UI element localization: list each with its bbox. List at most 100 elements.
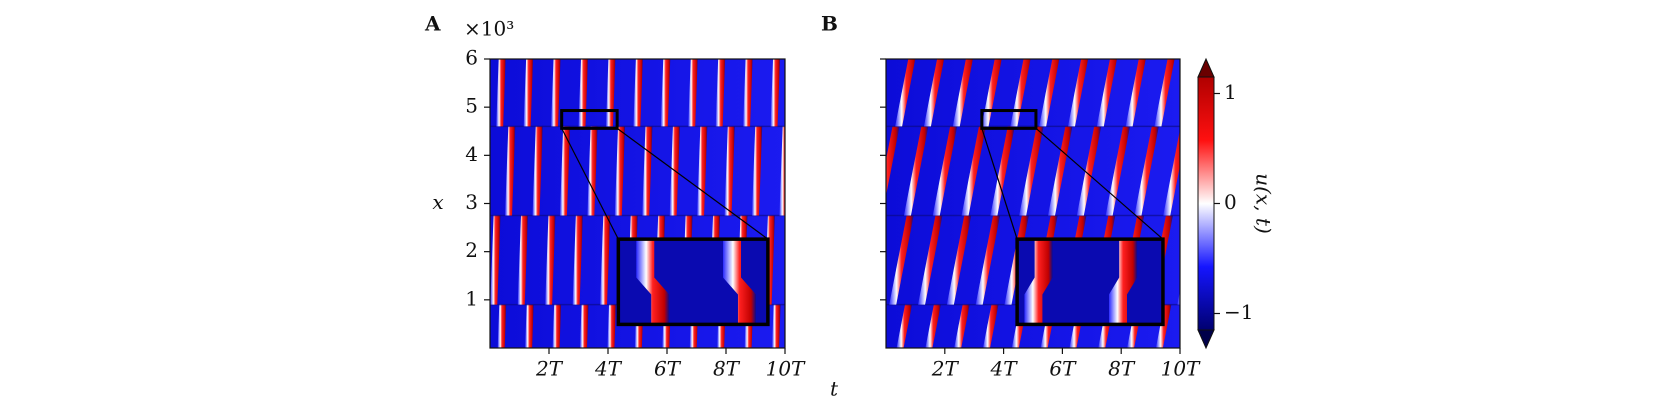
zoom-box [980, 109, 1038, 130]
y-tick-label: 1 [465, 286, 478, 310]
y-tick-label: 5 [465, 94, 478, 118]
stripe [886, 126, 900, 196]
stripe [751, 126, 763, 216]
stripe [846, 126, 870, 215]
stripe [552, 304, 562, 348]
stripe [946, 215, 972, 305]
stripe [505, 126, 516, 216]
colorbar-label: u(x, t) [1252, 173, 1276, 234]
colorbar-extend [1197, 57, 1215, 78]
stripe [792, 216, 802, 305]
stripe [743, 59, 753, 127]
stripe [1155, 304, 1172, 348]
heatmap [435, 49, 817, 349]
x-tick-label: 6T [1049, 357, 1077, 381]
colorbar-tick-label: 1 [1224, 80, 1237, 104]
stripe [470, 305, 479, 348]
stripe [607, 304, 617, 348]
stripe [523, 59, 534, 127]
stripe [600, 215, 611, 305]
stripe [1125, 59, 1146, 127]
stripe [1154, 59, 1175, 127]
stripe [923, 59, 945, 127]
stripe [952, 59, 973, 127]
zoom-line [1035, 127, 1164, 240]
stripe [450, 126, 460, 215]
stripe [983, 304, 999, 348]
stripe [975, 215, 1001, 305]
x-tick-label: 8T [713, 357, 741, 381]
stripe [517, 215, 529, 305]
stripe [559, 126, 571, 216]
colorbar [1197, 76, 1215, 331]
x-axis-label: t [830, 377, 839, 401]
x-tick-label: 2T [931, 357, 960, 381]
stripe [614, 126, 626, 216]
stripe [770, 59, 781, 127]
stripe [961, 126, 986, 216]
x-tick-label: 6T [654, 357, 682, 381]
stripe [545, 215, 556, 305]
stripe [478, 126, 488, 215]
stripe [497, 304, 507, 348]
stripe [715, 59, 726, 127]
x-tick-label: 10T [1161, 357, 1201, 381]
x-tick-label: 4T [594, 357, 623, 381]
stripe [1096, 59, 1117, 127]
stripe [1019, 126, 1044, 216]
stripe [1105, 126, 1131, 216]
stripe [441, 49, 451, 126]
stripe [490, 215, 501, 305]
y-tick-label: 2 [465, 238, 478, 262]
colorbar-tick-label: 0 [1224, 190, 1237, 214]
stripe [799, 305, 808, 348]
x-tick-label: 2T [535, 357, 564, 381]
stripe [798, 49, 808, 126]
stripe [954, 304, 970, 348]
zoom-line [981, 128, 1018, 240]
inset-stripe [1024, 239, 1053, 325]
stripe [903, 126, 929, 216]
stripe [868, 305, 883, 348]
inset-stripe [1108, 239, 1138, 325]
stripe [896, 304, 913, 348]
inset-frame [616, 237, 770, 327]
stripe [886, 59, 887, 62]
zoom-line [561, 128, 619, 240]
stripe [889, 215, 914, 305]
stripe [807, 126, 817, 215]
stripe [1177, 291, 1180, 305]
stripe [1039, 59, 1060, 127]
stripe [688, 59, 698, 127]
y-offset-label: ×10³ [464, 17, 514, 41]
zoom-line [616, 127, 769, 240]
stripe [895, 59, 916, 127]
stripe [918, 215, 943, 305]
y-tick-label: 6 [465, 46, 478, 70]
panel-label: B [821, 12, 838, 36]
inset-stripe [636, 239, 670, 325]
stripe [532, 126, 543, 216]
colorbar-tick-label: −1 [1224, 300, 1253, 324]
y-axis-label: x [432, 190, 443, 214]
stripe [660, 59, 671, 127]
y-tick-label: 3 [465, 190, 478, 214]
stripe [779, 126, 785, 216]
x-tick-label: 4T [990, 357, 1019, 381]
x-tick-label: 8T [1108, 357, 1136, 381]
stripe [1163, 129, 1180, 216]
stripe [772, 304, 781, 348]
stripe [1076, 126, 1102, 216]
stripe [1134, 126, 1159, 216]
stripe [832, 216, 856, 305]
heatmap [832, 58, 1181, 349]
x-tick-label: 10T [766, 357, 806, 381]
stripe [443, 305, 452, 348]
stripe [633, 59, 643, 127]
stripe [860, 216, 884, 305]
stripe [496, 59, 506, 127]
stripe [579, 304, 589, 348]
stripe [435, 216, 445, 305]
stripe [724, 126, 735, 216]
